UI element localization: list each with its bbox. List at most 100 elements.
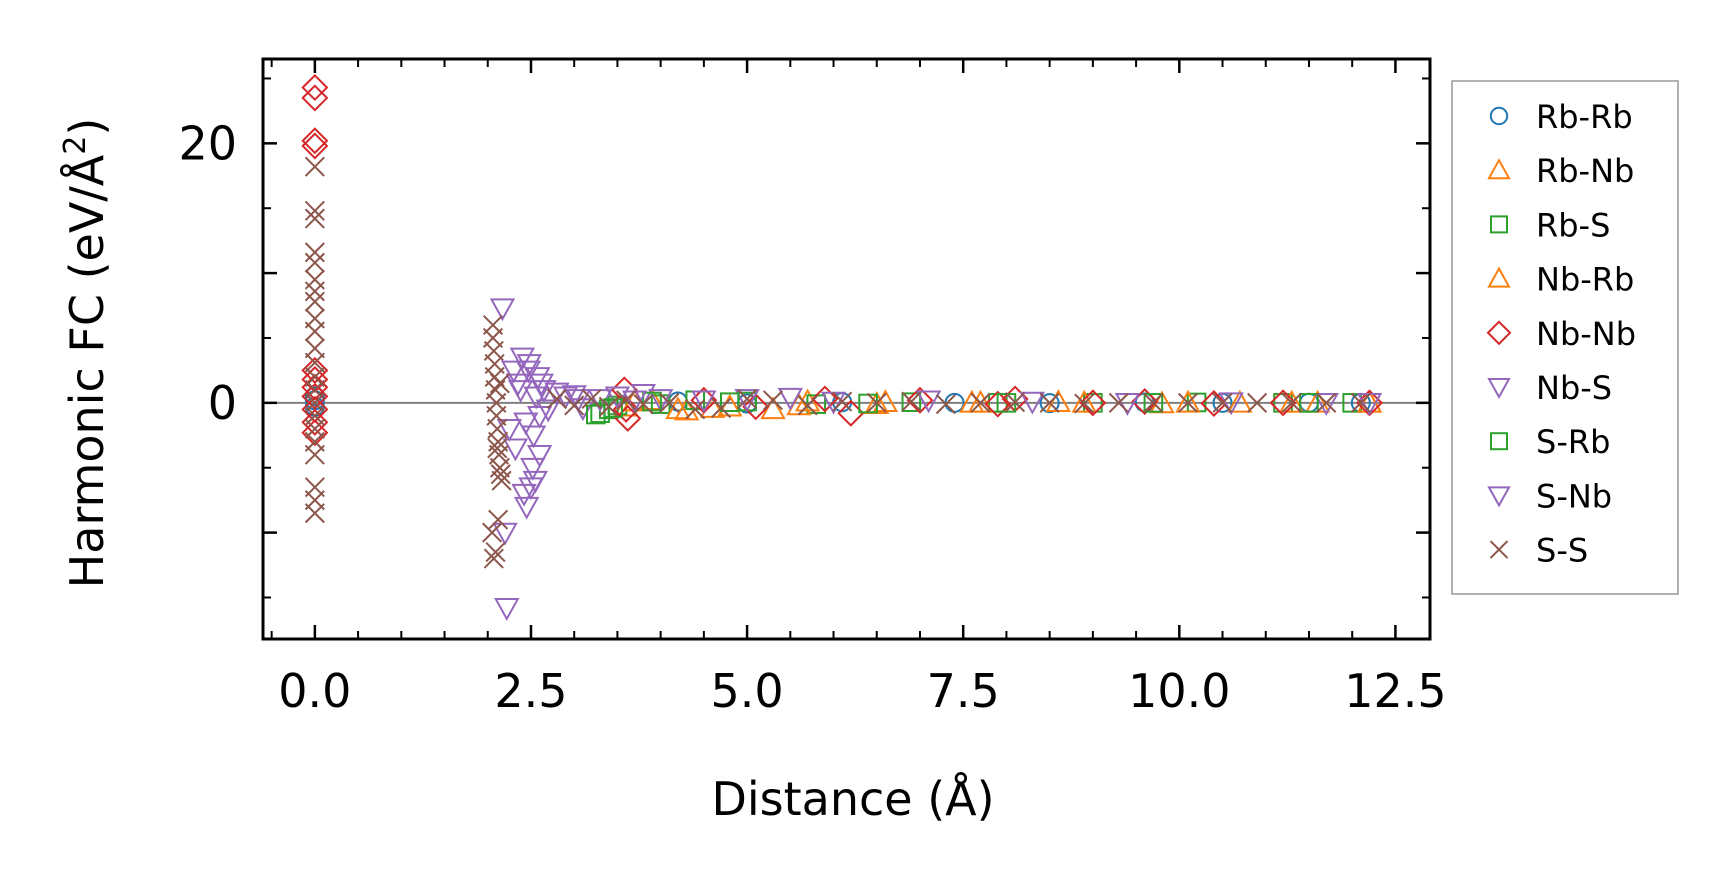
y-axis-title-superscript: 2	[58, 136, 93, 155]
data-point	[304, 503, 325, 524]
data-point	[901, 392, 922, 412]
data-point	[935, 394, 956, 415]
legend-marker-icon	[1489, 106, 1509, 126]
data-point	[1039, 392, 1060, 413]
data-point	[516, 354, 542, 377]
data-point	[301, 84, 329, 112]
legend-item-nb-s: Nb-S	[1487, 369, 1612, 407]
data-point	[546, 388, 567, 410]
legend-label: Nb-S	[1536, 369, 1612, 407]
data-point	[691, 390, 717, 414]
data-point	[301, 382, 329, 410]
data-point	[1005, 392, 1026, 413]
x-tick-label: 10.0	[1128, 664, 1230, 718]
data-point	[1316, 392, 1337, 413]
data-point	[304, 208, 325, 229]
data-point	[513, 412, 539, 436]
data-point	[581, 388, 602, 410]
data-point	[866, 392, 887, 413]
data-point	[513, 496, 540, 520]
data-point	[630, 383, 657, 407]
data-point	[633, 394, 654, 415]
data-point	[482, 522, 503, 543]
legend-label: Rb-Nb	[1536, 152, 1634, 190]
legend-label: S-S	[1536, 532, 1588, 570]
data-point	[301, 373, 329, 401]
data-point	[301, 408, 329, 436]
data-point	[509, 347, 536, 371]
data-point	[487, 438, 508, 459]
data-point	[984, 390, 1012, 418]
data-point	[494, 598, 520, 621]
data-point	[520, 425, 547, 449]
legend: Rb-Rb Rb-Nb Rb-S Nb-Rb Nb-Nb Nb-S S-Rb S-Nb S-S	[1451, 80, 1679, 595]
data-point	[797, 395, 818, 416]
data-point	[485, 542, 506, 563]
y-tick-label: 0	[208, 376, 237, 430]
data-point	[526, 406, 553, 429]
data-point	[490, 464, 511, 485]
y-axis-title: Harmonic FC (eV/Å2)	[58, 118, 114, 589]
data-point	[301, 127, 329, 155]
data-points	[301, 74, 1384, 621]
data-point	[1200, 389, 1228, 418]
data-point	[1247, 392, 1268, 413]
legend-label: Rb-S	[1536, 206, 1610, 244]
y-axis-title-main: Harmonic FC (eV/Å	[60, 154, 114, 588]
data-point	[665, 396, 691, 420]
data-point	[1079, 389, 1107, 417]
data-point	[777, 387, 804, 411]
data-point	[1175, 389, 1201, 413]
data-point	[685, 399, 706, 420]
data-point	[832, 391, 853, 412]
data-point	[502, 438, 529, 462]
y-axis-title-close: )	[60, 118, 114, 136]
y-tick-labels: 0 20	[178, 116, 237, 430]
data-point	[970, 392, 991, 413]
data-point	[304, 321, 325, 342]
legend-item-s-nb: S-Nb	[1487, 477, 1612, 515]
data-point	[301, 419, 329, 447]
axes-frame	[261, 57, 1432, 641]
data-point	[304, 444, 325, 465]
x-tick-label: 0.0	[278, 664, 351, 718]
data-point	[483, 548, 504, 569]
data-point	[603, 398, 623, 418]
x-tick-label: 7.5	[927, 664, 1000, 718]
data-point	[811, 385, 839, 413]
data-point	[1039, 393, 1060, 414]
data-point	[1108, 392, 1129, 413]
data-point	[304, 156, 325, 177]
data-point	[1177, 392, 1199, 413]
data-point	[304, 352, 325, 373]
y-tick-label: 20	[178, 116, 237, 170]
data-point	[659, 392, 680, 413]
data-point	[1278, 389, 1305, 413]
legend-label: Nb-Nb	[1536, 315, 1636, 353]
data-point	[737, 388, 758, 410]
data-point	[711, 397, 732, 419]
data-point	[614, 404, 642, 432]
legend-label: S-Nb	[1536, 477, 1612, 515]
data-point	[901, 391, 922, 412]
data-point	[520, 457, 546, 481]
data-point	[301, 356, 329, 384]
legend-box	[1451, 80, 1679, 595]
data-point	[304, 386, 325, 407]
data-point	[967, 389, 994, 413]
legend-label: S-Rb	[1536, 423, 1610, 461]
legend-marker-icon	[1489, 540, 1509, 559]
legend-item-s-rb: S-Rb	[1490, 423, 1610, 461]
data-point	[526, 444, 553, 468]
data-point	[1212, 392, 1233, 413]
data-point	[304, 242, 325, 263]
data-point	[496, 418, 523, 442]
data-point	[1313, 393, 1339, 416]
series-s-s	[304, 156, 1371, 569]
data-point	[1227, 389, 1253, 413]
data-point	[720, 392, 740, 412]
data-point	[598, 396, 619, 417]
legend-label: Rb-Rb	[1536, 98, 1633, 136]
